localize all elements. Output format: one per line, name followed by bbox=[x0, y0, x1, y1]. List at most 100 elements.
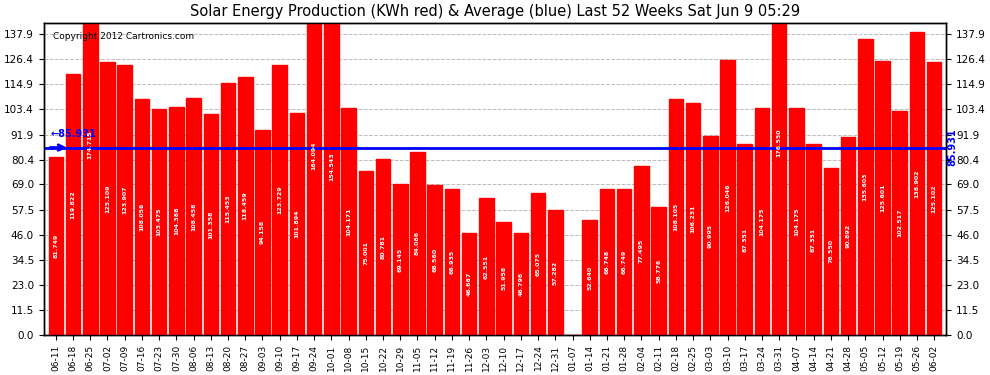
Bar bbox=[83, 0, 98, 335]
Bar bbox=[686, 103, 700, 335]
Text: 81.749: 81.749 bbox=[53, 234, 58, 258]
Text: 102.517: 102.517 bbox=[897, 209, 902, 237]
Text: 104.171: 104.171 bbox=[346, 207, 351, 236]
Bar bbox=[118, 65, 132, 335]
Text: 138.902: 138.902 bbox=[915, 169, 920, 198]
Bar bbox=[772, 0, 786, 335]
Bar bbox=[927, 62, 941, 335]
Text: 108.105: 108.105 bbox=[673, 203, 678, 231]
Bar bbox=[651, 207, 666, 335]
Bar bbox=[204, 114, 218, 335]
Text: 66.748: 66.748 bbox=[605, 250, 610, 274]
Text: 90.995: 90.995 bbox=[708, 224, 713, 248]
Bar bbox=[720, 60, 735, 335]
Bar bbox=[238, 76, 252, 335]
Text: ←85.931: ←85.931 bbox=[50, 129, 96, 139]
Text: 154.543: 154.543 bbox=[329, 152, 334, 181]
Bar bbox=[342, 108, 356, 335]
Bar bbox=[600, 189, 614, 335]
Text: 77.495: 77.495 bbox=[639, 238, 644, 262]
Text: 46.796: 46.796 bbox=[519, 272, 524, 296]
Text: 65.075: 65.075 bbox=[536, 252, 541, 276]
Text: 125.601: 125.601 bbox=[880, 184, 885, 212]
Text: 123.729: 123.729 bbox=[277, 186, 282, 214]
Bar bbox=[49, 157, 63, 335]
Text: 101.358: 101.358 bbox=[208, 210, 213, 238]
Text: 104.175: 104.175 bbox=[794, 207, 799, 236]
Bar bbox=[875, 61, 890, 335]
Bar bbox=[514, 233, 528, 335]
Bar bbox=[789, 108, 804, 335]
Text: 106.231: 106.231 bbox=[691, 205, 696, 233]
Text: 46.667: 46.667 bbox=[466, 272, 471, 296]
Text: 125.109: 125.109 bbox=[105, 184, 110, 213]
Bar bbox=[806, 144, 821, 335]
Bar bbox=[290, 113, 304, 335]
Text: 76.550: 76.550 bbox=[829, 239, 834, 264]
Bar bbox=[393, 184, 408, 335]
Text: 62.551: 62.551 bbox=[484, 255, 489, 279]
Text: 66.749: 66.749 bbox=[622, 250, 627, 274]
Text: 101.894: 101.894 bbox=[294, 210, 299, 238]
Bar bbox=[892, 111, 907, 335]
Bar bbox=[428, 185, 443, 335]
Text: 125.102: 125.102 bbox=[932, 184, 937, 213]
Text: 85.931: 85.931 bbox=[947, 129, 957, 166]
Text: 174.715: 174.715 bbox=[88, 130, 93, 159]
Bar bbox=[841, 137, 855, 335]
Title: Solar Energy Production (KWh red) & Average (blue) Last 52 Weeks Sat Jun 9 05:29: Solar Energy Production (KWh red) & Aver… bbox=[190, 4, 800, 19]
Text: 118.459: 118.459 bbox=[243, 191, 248, 220]
Bar bbox=[531, 193, 545, 335]
Text: 51.958: 51.958 bbox=[501, 266, 506, 290]
Bar bbox=[479, 198, 494, 335]
Bar bbox=[582, 220, 597, 335]
Text: 115.453: 115.453 bbox=[226, 195, 231, 224]
Bar bbox=[151, 109, 166, 335]
Bar bbox=[272, 65, 287, 335]
Text: 126.046: 126.046 bbox=[725, 183, 730, 212]
Text: Copyright 2012 Cartronics.com: Copyright 2012 Cartronics.com bbox=[52, 33, 194, 42]
Text: 52.640: 52.640 bbox=[587, 266, 592, 290]
Text: 84.086: 84.086 bbox=[415, 231, 420, 255]
Text: 58.776: 58.776 bbox=[656, 259, 661, 283]
Bar bbox=[65, 74, 80, 335]
Bar bbox=[824, 168, 839, 335]
Text: 68.560: 68.560 bbox=[433, 248, 438, 272]
Text: 119.822: 119.822 bbox=[70, 190, 75, 219]
Bar bbox=[617, 189, 632, 335]
Bar bbox=[738, 144, 752, 335]
Bar bbox=[358, 171, 373, 335]
Text: 87.351: 87.351 bbox=[811, 228, 816, 252]
Text: 75.001: 75.001 bbox=[363, 241, 368, 265]
Bar bbox=[186, 98, 201, 335]
Text: 87.351: 87.351 bbox=[742, 228, 747, 252]
Bar bbox=[754, 108, 769, 335]
Bar bbox=[307, 0, 322, 335]
Bar bbox=[668, 99, 683, 335]
Text: 164.094: 164.094 bbox=[312, 142, 317, 170]
Bar bbox=[135, 99, 149, 335]
Text: 135.603: 135.603 bbox=[863, 173, 868, 201]
Text: 104.175: 104.175 bbox=[759, 207, 764, 236]
Bar bbox=[169, 107, 184, 335]
Text: 57.282: 57.282 bbox=[552, 260, 557, 285]
Bar bbox=[703, 136, 718, 335]
Bar bbox=[634, 166, 648, 335]
Text: 94.158: 94.158 bbox=[260, 220, 265, 245]
Bar bbox=[910, 32, 925, 335]
Bar bbox=[221, 83, 236, 335]
Text: 176.550: 176.550 bbox=[777, 128, 782, 157]
Bar bbox=[376, 159, 390, 335]
Text: 80.781: 80.781 bbox=[380, 235, 385, 259]
Bar bbox=[445, 189, 459, 335]
Text: 66.935: 66.935 bbox=[449, 250, 454, 274]
Bar bbox=[858, 39, 872, 335]
Text: 108.458: 108.458 bbox=[191, 202, 196, 231]
Bar bbox=[255, 130, 270, 335]
Text: 108.056: 108.056 bbox=[140, 203, 145, 231]
Text: 69.145: 69.145 bbox=[398, 248, 403, 272]
Text: 123.907: 123.907 bbox=[122, 186, 127, 214]
Bar bbox=[324, 0, 339, 335]
Bar bbox=[496, 222, 511, 335]
Bar bbox=[547, 210, 562, 335]
